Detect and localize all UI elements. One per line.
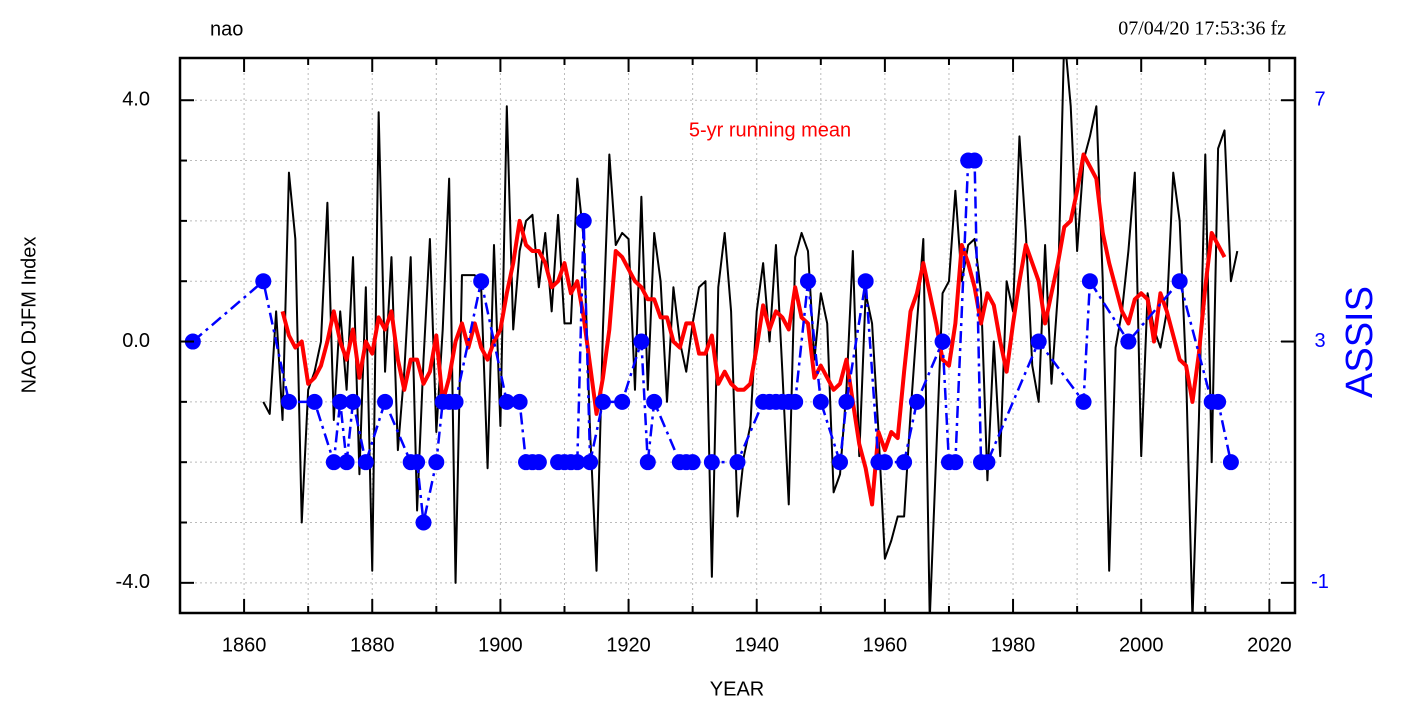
- series-marker: [1210, 393, 1227, 410]
- series-marker: [832, 454, 849, 471]
- y-tick-label: 0.0: [122, 330, 150, 352]
- series-marker: [703, 454, 720, 471]
- y2-tick-label: 7: [1314, 89, 1325, 111]
- series-marker: [684, 454, 701, 471]
- y-axis-label: NAO DJFM Index: [18, 237, 40, 394]
- series-marker: [639, 454, 656, 471]
- series-marker: [306, 393, 323, 410]
- series-marker: [409, 454, 426, 471]
- series-annotation: 5-yr running mean: [689, 119, 851, 141]
- series-marker: [876, 454, 893, 471]
- chart-subtitle: 07/04/20 17:53:36 fz: [1118, 18, 1286, 40]
- axes: 1860 1880 1900 1920 1940 1960 1980 2000 2020 -4.0…: [116, 58, 1329, 656]
- series-marker: [428, 454, 445, 471]
- series-marker: [838, 393, 855, 410]
- series-marker: [857, 273, 874, 290]
- series-marker: [1075, 393, 1092, 410]
- series-marker: [1222, 454, 1239, 471]
- plot-area: [184, 58, 1239, 613]
- y2-tick-label: -1: [1311, 571, 1329, 593]
- series-marker: [979, 454, 996, 471]
- x-tick-label: 1880: [350, 634, 395, 656]
- series-marker: [357, 454, 374, 471]
- series-marker: [280, 393, 297, 410]
- x-tick-label: 2000: [1119, 634, 1164, 656]
- series-marker: [799, 273, 816, 290]
- chart-title: nao: [210, 18, 243, 40]
- y-tick-label: -4.0: [116, 571, 150, 593]
- series-marker: [447, 393, 464, 410]
- series-marker: [345, 393, 362, 410]
- x-axis-label: YEAR: [710, 678, 764, 700]
- x-tick-label: 1920: [606, 634, 651, 656]
- series-marker: [729, 454, 746, 471]
- series-marker: [896, 454, 913, 471]
- y2-tick-label: 3: [1314, 330, 1325, 352]
- series-marker: [1171, 273, 1188, 290]
- series-marker: [377, 393, 394, 410]
- x-tick-label: 1960: [863, 634, 908, 656]
- series-marker: [633, 333, 650, 350]
- series-marker: [646, 393, 663, 410]
- series-marker: [498, 393, 515, 410]
- x-tick-label: 1900: [478, 634, 523, 656]
- series-marker: [1120, 333, 1137, 350]
- series-line: [280, 152, 1227, 507]
- series-marker: [569, 454, 586, 471]
- series-marker: [473, 273, 490, 290]
- series-marker: [908, 393, 925, 410]
- series-marker: [511, 393, 528, 410]
- y2-axis-label: ASSIS: [1339, 286, 1381, 398]
- series-marker: [966, 152, 983, 169]
- x-tick-label: 2020: [1247, 634, 1292, 656]
- series-marker: [530, 454, 547, 471]
- series-marker: [934, 333, 951, 350]
- series-marker: [255, 273, 272, 290]
- plot-frame: [178, 56, 1297, 615]
- series-marker: [338, 454, 355, 471]
- x-tick-label: 1980: [991, 634, 1036, 656]
- y-tick-label: 4.0: [122, 89, 150, 111]
- series-marker: [575, 212, 592, 229]
- series-marker: [325, 454, 342, 471]
- series-marker: [787, 393, 804, 410]
- series-marker: [1030, 333, 1047, 350]
- series-marker: [594, 393, 611, 410]
- series-marker: [812, 393, 829, 410]
- series-marker: [1081, 273, 1098, 290]
- series-marker: [614, 393, 631, 410]
- series-marker: [582, 454, 599, 471]
- series-marker: [415, 514, 432, 531]
- series-marker: [947, 454, 964, 471]
- x-tick-label: 1940: [734, 634, 779, 656]
- series-marker: [332, 393, 349, 410]
- x-tick-label: 1860: [222, 634, 267, 656]
